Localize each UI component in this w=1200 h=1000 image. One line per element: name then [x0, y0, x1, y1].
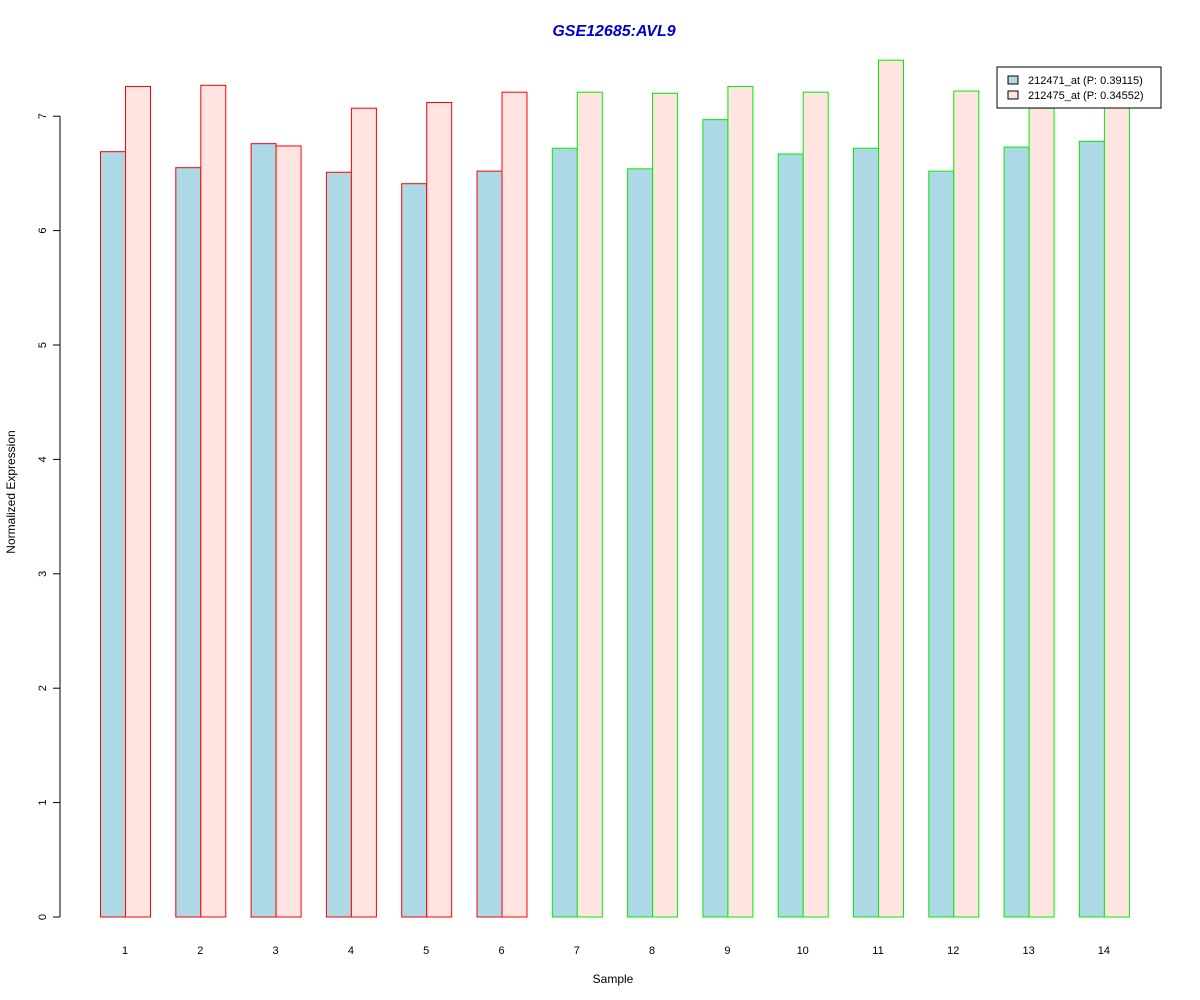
bars-group — [100, 59, 1130, 918]
legend-box — [996, 66, 1162, 109]
bar-1-sample-5 — [401, 183, 428, 918]
bar-1-sample-6 — [476, 170, 503, 918]
chart-title: GSE12685:AVL9 — [552, 23, 675, 40]
x-tick-label-6: 6 — [498, 945, 504, 957]
bar-2-sample-2 — [200, 84, 227, 918]
bar-1-sample-11 — [853, 147, 879, 918]
y-tick-label-1: 1 — [37, 800, 49, 806]
bar-1-sample-4 — [325, 171, 352, 918]
y-axis: 0 1 2 3 4 5 6 7 — [37, 113, 61, 920]
bar-2-sample-1 — [125, 85, 151, 918]
bar-1-sample-7 — [551, 147, 578, 918]
legend-label-2: 212475_at (P: 0.34552) — [1028, 90, 1144, 102]
bar-2-sample-6 — [501, 91, 528, 918]
y-tick-label-3: 3 — [37, 571, 49, 577]
x-tick-label-12: 12 — [947, 945, 959, 957]
y-tick-label-4: 4 — [37, 456, 49, 462]
bar-1-sample-12 — [928, 170, 955, 918]
x-tick-label-8: 8 — [649, 945, 655, 957]
x-tick-label-11: 11 — [872, 945, 883, 957]
y-tick-label-5: 5 — [37, 342, 49, 348]
bar-1-sample-13 — [1003, 146, 1030, 918]
x-tick-label-10: 10 — [797, 945, 809, 957]
bar-2-sample-13 — [1028, 107, 1055, 918]
legend: 212471_at (P: 0.39115) 212475_at (P: 0.34… — [996, 66, 1162, 109]
bar-1-sample-3 — [250, 143, 277, 918]
bar-1-sample-10 — [777, 153, 804, 918]
x-tick-label-9: 9 — [724, 945, 730, 957]
legend-swatch-2 — [1007, 90, 1019, 100]
y-tick-label-0: 0 — [37, 914, 49, 920]
x-tick-label-1: 1 — [122, 945, 128, 957]
bar-2-sample-11 — [878, 59, 904, 918]
x-tick-label-5: 5 — [423, 945, 429, 957]
legend-label-1: 212471_at (P: 0.39115) — [1028, 75, 1143, 87]
bar-1-sample-14 — [1078, 140, 1105, 918]
y-tick-label-2: 2 — [37, 685, 49, 691]
x-tick-label-4: 4 — [348, 945, 354, 957]
y-tick-label-7: 7 — [37, 113, 49, 119]
x-tick-label-2: 2 — [197, 945, 203, 957]
bar-1-sample-2 — [175, 167, 202, 918]
bar-1-sample-1 — [100, 151, 126, 918]
bar-1-sample-8 — [627, 168, 654, 918]
bar-2-sample-5 — [426, 101, 453, 918]
bar-2-sample-14 — [1103, 106, 1130, 918]
y-tick-label-6: 6 — [37, 228, 49, 234]
bar-2-sample-10 — [802, 91, 829, 918]
x-axis-label: Sample — [593, 972, 634, 986]
x-tick-labels: 1 2 3 4 5 6 7 8 9 10 11 12 13 14 — [122, 945, 1110, 957]
bar-1-sample-9 — [702, 119, 729, 918]
bar-2-sample-3 — [275, 145, 302, 918]
x-tick-label-13: 13 — [1022, 945, 1034, 957]
x-tick-label-7: 7 — [574, 945, 580, 957]
bar-2-sample-7 — [576, 91, 603, 918]
x-tick-label-14: 14 — [1098, 945, 1110, 957]
bar-2-sample-4 — [350, 107, 377, 918]
bar-2-sample-12 — [953, 90, 980, 918]
bar-2-sample-8 — [652, 92, 679, 918]
bar-2-sample-9 — [727, 85, 754, 918]
x-tick-label-3: 3 — [273, 945, 279, 957]
legend-swatch-1 — [1007, 75, 1019, 85]
y-axis-label: Normalized Expression — [4, 430, 18, 553]
